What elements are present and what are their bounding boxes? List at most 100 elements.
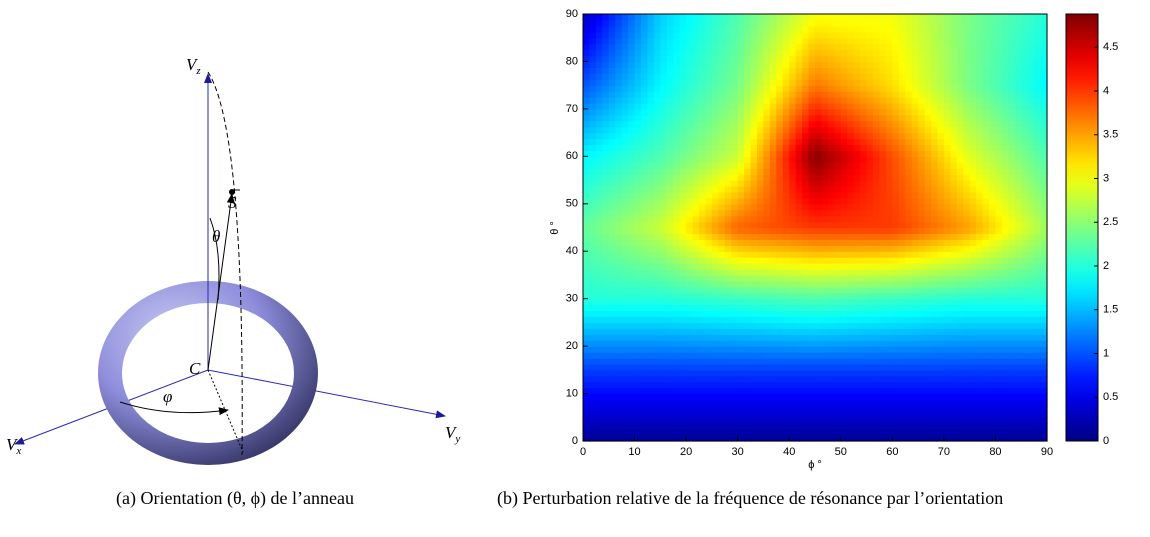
contour-cell	[744, 108, 752, 116]
contour-cell	[815, 227, 823, 235]
contour-cell	[834, 334, 842, 341]
contour-cell	[1034, 280, 1042, 288]
contour-cell	[911, 168, 919, 175]
contour-cell	[956, 393, 964, 401]
contour-cell	[982, 357, 990, 365]
contour-cell	[602, 132, 610, 140]
contour-cell	[943, 280, 951, 288]
contour-cell	[892, 221, 900, 229]
contour-cell	[769, 269, 777, 276]
contour-cell	[615, 417, 623, 424]
contour-cell	[660, 209, 668, 217]
contour-cell	[757, 91, 765, 98]
contour-cell	[815, 340, 823, 347]
contour-cell	[1014, 180, 1022, 187]
contour-cell	[628, 251, 636, 258]
contour-cell	[808, 257, 816, 264]
contour-cell	[608, 61, 616, 68]
contour-cell	[621, 180, 629, 187]
axis-label: Vx	[6, 435, 21, 457]
contour-cell	[898, 322, 906, 329]
contour-cell	[976, 429, 984, 436]
contour-cell	[782, 203, 790, 211]
contour-cell	[628, 19, 636, 27]
contour-cell	[731, 97, 739, 104]
contour-cell	[969, 102, 977, 110]
contour-cell	[1034, 138, 1042, 146]
contour-cell	[757, 67, 765, 74]
contour-cell	[879, 269, 887, 276]
contour-cell	[860, 67, 868, 74]
contour-cell	[583, 49, 591, 57]
contour-cell	[892, 381, 900, 389]
contour-cell	[943, 227, 951, 235]
contour-cell	[750, 423, 758, 430]
contour-cell	[892, 126, 900, 134]
contour-cell	[956, 162, 964, 169]
contour-cell	[641, 411, 649, 418]
contour-cell	[905, 298, 913, 306]
contour-cell	[821, 126, 829, 134]
contour-cell	[608, 150, 616, 157]
contour-cell	[937, 162, 945, 169]
contour-cell	[763, 102, 771, 110]
contour-cell	[628, 180, 636, 187]
contour-cell	[963, 375, 971, 383]
contour-cell	[963, 399, 971, 407]
contour-cell	[782, 274, 790, 282]
contour-cell	[757, 251, 765, 258]
contour-cell	[673, 203, 681, 211]
contour-cell	[821, 316, 829, 323]
contour-cell	[595, 14, 603, 21]
contour-cell	[776, 25, 784, 33]
contour-cell	[834, 215, 842, 223]
contour-cell	[641, 108, 649, 116]
contour-cell	[595, 49, 603, 57]
contour-cell	[757, 263, 765, 270]
contour-cell	[757, 215, 765, 223]
contour-cell	[731, 405, 739, 412]
contour-cell	[641, 286, 649, 294]
contour-cell	[976, 357, 984, 365]
contour-cell	[692, 191, 700, 199]
contour-cell	[969, 435, 977, 442]
contour-cell	[589, 197, 597, 205]
contour-cell	[834, 393, 842, 401]
contour-cell	[602, 67, 610, 74]
contour-cell	[769, 144, 777, 151]
contour-cell	[873, 138, 881, 146]
contour-cell	[802, 97, 810, 104]
contour-cell	[731, 375, 739, 383]
contour-cell	[795, 108, 803, 116]
contour-cell	[653, 120, 661, 128]
contour-cell	[860, 346, 868, 353]
contour-cell	[583, 387, 591, 395]
contour-cell	[621, 43, 629, 51]
contour-cell	[660, 14, 668, 21]
contour-cell	[815, 55, 823, 63]
contour-cell	[1014, 239, 1022, 246]
contour-cell	[995, 102, 1003, 110]
contour-cell	[660, 381, 668, 389]
contour-cell	[795, 120, 803, 128]
contour-cell	[750, 174, 758, 181]
contour-cell	[763, 43, 771, 51]
contour-cell	[679, 221, 687, 229]
contour-cell	[757, 174, 765, 181]
contour-cell	[982, 328, 990, 335]
contour-cell	[956, 209, 964, 217]
contour-cell	[808, 79, 816, 86]
contour-cell	[847, 227, 855, 235]
contour-cell	[666, 298, 674, 306]
contour-cell	[705, 97, 713, 104]
contour-cell	[924, 405, 932, 412]
contour-cell	[911, 43, 919, 51]
contour-cell	[892, 298, 900, 306]
contour-cell	[737, 423, 745, 430]
contour-cell	[769, 316, 777, 323]
contour-cell	[898, 144, 906, 151]
contour-cell	[956, 405, 964, 412]
contour-cell	[763, 233, 771, 240]
contour-cell	[660, 185, 668, 193]
contour-cell	[589, 85, 597, 92]
